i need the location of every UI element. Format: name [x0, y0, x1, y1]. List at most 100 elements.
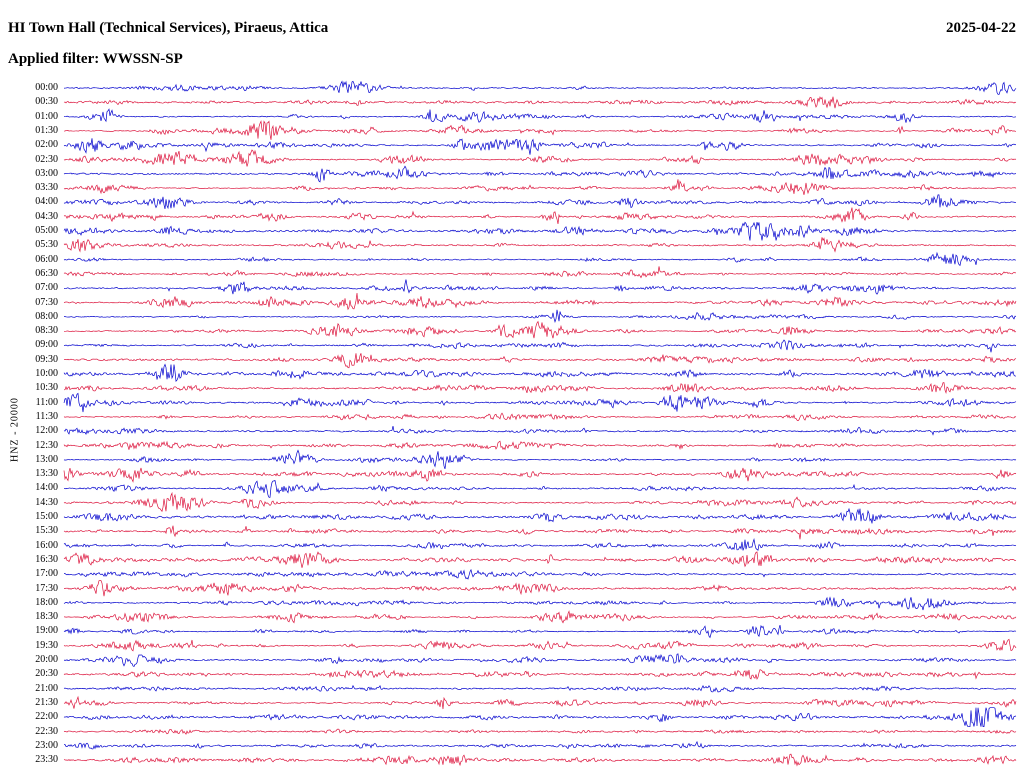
trace-row-20:00	[63, 653, 1017, 667]
trace-row-19:00	[63, 624, 1017, 639]
trace-row-23:00	[63, 740, 1017, 750]
time-label: 13:00	[35, 453, 58, 465]
trace-row-04:00	[63, 194, 1017, 210]
time-label: 22:00	[35, 711, 58, 723]
time-label: 12:30	[35, 439, 58, 451]
trace-row-22:00	[63, 707, 1017, 728]
time-label: 06:00	[35, 253, 58, 265]
time-label: 11:30	[35, 410, 58, 422]
trace-row-09:00	[63, 339, 1017, 353]
time-label: 20:30	[35, 668, 58, 680]
trace-row-16:00	[63, 538, 1017, 551]
trace-row-11:30	[63, 412, 1017, 422]
time-label: 21:00	[35, 682, 58, 694]
trace-row-01:00	[63, 108, 1017, 123]
time-label: 03:30	[35, 182, 58, 194]
time-label: 03:00	[35, 167, 58, 179]
time-label: 08:30	[35, 325, 58, 337]
trace-row-12:30	[63, 440, 1017, 451]
time-label: 22:30	[35, 725, 58, 737]
trace-row-13:30	[63, 467, 1017, 483]
time-label: 04:00	[35, 196, 58, 208]
time-label: 09:30	[35, 353, 58, 365]
time-label: 17:00	[35, 568, 58, 580]
trace-row-18:00	[63, 596, 1017, 611]
trace-row-13:00	[63, 449, 1017, 470]
time-label: 07:30	[35, 296, 58, 308]
time-label: 20:00	[35, 654, 58, 665]
trace-row-03:00	[63, 165, 1017, 183]
time-label: 10:30	[35, 382, 58, 394]
time-label: 11:00	[35, 396, 58, 408]
trace-row-15:30	[63, 525, 1017, 540]
time-label: 18:00	[35, 596, 58, 608]
time-label: 23:00	[35, 739, 58, 751]
trace-row-20:30	[63, 669, 1017, 680]
trace-row-16:30	[63, 551, 1017, 568]
time-label: 23:30	[35, 754, 58, 766]
trace-row-14:00	[63, 480, 1017, 498]
time-label: 10:00	[35, 368, 58, 379]
trace-row-02:00	[63, 138, 1017, 155]
trace-row-07:00	[63, 279, 1017, 295]
time-label: 08:00	[35, 310, 58, 322]
time-label: 18:30	[35, 611, 58, 623]
time-label: 07:00	[35, 282, 58, 294]
time-label: 15:00	[35, 511, 58, 522]
trace-row-17:00	[64, 568, 1017, 580]
time-label: 05:00	[35, 225, 58, 236]
trace-row-10:30	[63, 382, 1017, 395]
date-label: 2025-04-22	[946, 20, 1016, 36]
time-label: 13:30	[35, 468, 58, 480]
trace-row-09:30	[63, 353, 1017, 369]
trace-row-10:00	[63, 363, 1017, 382]
time-label: 14:00	[35, 482, 58, 494]
trace-row-00:00	[63, 80, 1017, 95]
time-label: 21:30	[35, 696, 58, 708]
time-label: 02:00	[35, 139, 58, 151]
trace-row-11:00	[63, 392, 1017, 413]
trace-row-05:00	[63, 221, 1017, 241]
trace-row-01:30	[63, 120, 1017, 140]
time-label: 17:30	[35, 582, 58, 594]
time-label: 15:30	[35, 525, 58, 537]
time-label: 09:00	[35, 339, 58, 351]
station-title: HI Town Hall (Technical Services), Pirae…	[8, 20, 329, 36]
trace-row-21:30	[63, 695, 1017, 710]
trace-row-19:30	[63, 638, 1017, 652]
time-label: 00:00	[35, 82, 58, 93]
trace-row-17:30	[63, 580, 1017, 597]
time-label: 19:00	[35, 625, 58, 637]
time-label: 14:30	[35, 496, 58, 508]
trace-row-12:00	[63, 425, 1017, 436]
trace-row-08:30	[63, 320, 1017, 339]
time-label: 00:30	[35, 96, 58, 108]
trace-row-22:30	[63, 728, 1017, 735]
trace-row-06:00	[63, 251, 1017, 267]
trace-row-05:30	[63, 237, 1017, 253]
time-label: 19:30	[35, 639, 58, 651]
header: HI Town Hall (Technical Services), Pirae…	[8, 20, 1016, 37]
time-label: 01:00	[35, 110, 58, 122]
filter-label: Applied filter: WWSSN-SP	[8, 51, 183, 67]
time-label: 16:30	[35, 553, 58, 565]
time-label: 02:30	[35, 153, 58, 165]
time-label: 01:30	[35, 124, 58, 136]
time-label: 06:30	[35, 267, 58, 279]
trace-row-18:30	[63, 610, 1017, 624]
time-label: 04:30	[35, 210, 58, 222]
trace-row-02:30	[63, 149, 1017, 167]
time-label: 05:30	[35, 239, 58, 251]
trace-row-03:30	[63, 179, 1017, 195]
trace-row-04:30	[63, 207, 1017, 225]
time-label: 16:00	[35, 539, 58, 551]
trace-row-23:30	[63, 753, 1017, 767]
trace-row-21:00	[63, 684, 1017, 693]
time-label: 12:00	[35, 425, 58, 437]
trace-row-08:00	[63, 309, 1017, 324]
trace-row-07:30	[63, 292, 1017, 311]
trace-row-15:00	[63, 507, 1017, 524]
trace-row-00:30	[63, 96, 1017, 109]
trace-row-14:30	[63, 491, 1017, 513]
